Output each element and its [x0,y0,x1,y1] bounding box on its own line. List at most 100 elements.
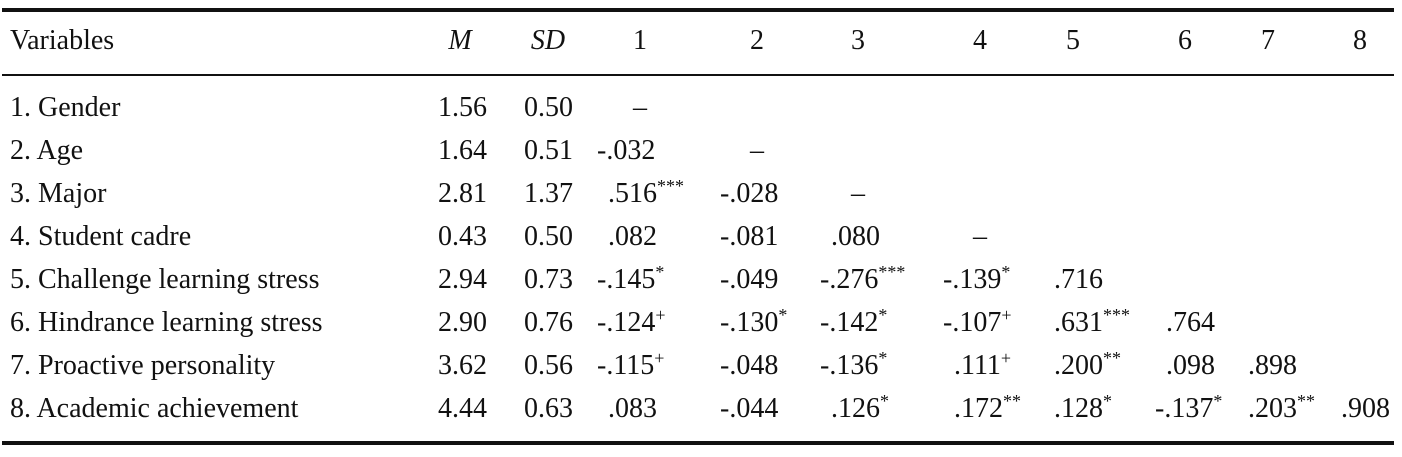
significance-mark: * [1213,391,1223,411]
significance-mark: * [878,305,888,325]
descriptive-value: 2.90 [438,307,487,338]
correlation-value: -.032 [597,135,656,166]
significance-mark: *** [657,176,684,196]
coefficient: -.145 [597,264,656,295]
correlation-value: .908 [1341,393,1390,424]
variable-name: 1. Gender [10,92,121,123]
descriptive-value: 0.63 [524,393,573,424]
coefficient: .128 [1054,393,1103,424]
variable-name: 8. Academic achievement [10,393,299,424]
column-header: 4 [973,25,987,56]
variable-name: 2. Age [10,135,84,166]
coefficient: -.139 [943,264,1002,295]
descriptive-value: 0.56 [524,350,573,381]
correlation-value: -.145* [597,263,664,297]
significance-mark: ** [1103,348,1121,368]
coefficient: -.107 [943,307,1002,338]
correlation-value: -.276*** [820,263,905,297]
correlation-value: -.124+ [597,306,665,340]
correlation-value: – [851,178,865,209]
significance-mark: * [878,348,888,368]
descriptive-value: 0.76 [524,307,573,338]
significance-mark: * [778,305,788,325]
variable-name: 7. Proactive personality [10,350,276,381]
descriptive-value: 1.56 [438,92,487,123]
correlation-value: .716 [1054,264,1103,295]
descriptive-value: 0.50 [524,92,573,123]
coefficient: -.142 [820,307,879,338]
coefficient: .126 [831,393,880,424]
descriptive-value: 1.64 [438,135,487,166]
correlation-value: .082 [608,221,657,252]
significance-mark: * [880,391,889,411]
significance-mark: ** [1003,391,1021,411]
column-header: SD [530,25,566,56]
correlation-value: .083 [608,393,657,424]
column-header: 7 [1261,25,1275,56]
bottom-rule [2,441,1394,445]
variable-name: 4. Student cadre [10,221,192,252]
column-header: 1 [633,25,647,56]
descriptive-value: 4.44 [438,393,487,424]
coefficient: -.115 [597,350,655,381]
coefficient: -.130 [720,307,779,338]
descriptive-value: 3.62 [438,350,487,381]
correlation-value: -.136* [820,349,887,383]
correlation-value: – [973,221,987,252]
descriptive-value: 0.73 [524,264,573,295]
coefficient: -.136 [820,350,879,381]
column-header: 5 [1066,25,1080,56]
correlation-value: .098 [1166,350,1215,381]
column-header: 6 [1178,25,1192,56]
descriptive-value: 0.50 [524,221,573,252]
descriptive-value: 2.81 [438,178,487,209]
correlation-value: -.044 [720,393,779,424]
correlation-value: -.130* [720,306,787,340]
coefficient: .111 [954,350,1001,381]
variable-name: 3. Major [10,178,107,209]
correlation-value: .200** [1054,349,1121,383]
correlation-value: .111+ [954,349,1011,383]
significance-mark: * [1001,262,1011,282]
correlation-value: -.107+ [943,306,1011,340]
correlation-value: .128* [1054,392,1112,426]
column-header: 3 [851,25,865,56]
correlation-value: -.081 [720,221,779,252]
correlation-value: .764 [1166,307,1215,338]
correlation-value: -.137* [1155,392,1222,426]
coefficient: .200 [1054,350,1103,381]
variable-name: 6. Hindrance learning stress [10,307,323,338]
correlation-value: – [633,92,647,123]
descriptive-value: 1.37 [524,178,573,209]
column-header: M [448,25,472,56]
correlation-value: -.049 [720,264,779,295]
coefficient: .172 [954,393,1003,424]
significance-mark: * [1103,391,1112,411]
correlation-value: -.028 [720,178,779,209]
correlation-value: .172** [954,392,1021,426]
correlation-value: – [750,135,764,166]
column-header: Variables [10,25,115,56]
column-header: 2 [750,25,764,56]
correlation-value: .631*** [1054,306,1130,340]
significance-mark: + [655,305,666,325]
correlation-value: .898 [1248,350,1297,381]
significance-mark: *** [878,262,906,282]
descriptive-value: 2.94 [438,264,487,295]
descriptive-value: 0.51 [524,135,573,166]
coefficient: -.276 [820,264,879,295]
correlation-value: -.048 [720,350,779,381]
correlation-value: .126* [831,392,889,426]
column-header: 8 [1353,25,1367,56]
significance-mark: *** [1103,305,1130,325]
coefficient: .203 [1248,393,1297,424]
correlation-value: -.139* [943,263,1010,297]
descriptive-value: 0.43 [438,221,487,252]
top-rule [2,8,1394,12]
significance-mark: + [1000,348,1012,368]
significance-mark: * [655,262,665,282]
variable-name: 5. Challenge learning stress [10,264,320,295]
correlation-value: .080 [831,221,880,252]
correlation-value: .203** [1248,392,1315,426]
